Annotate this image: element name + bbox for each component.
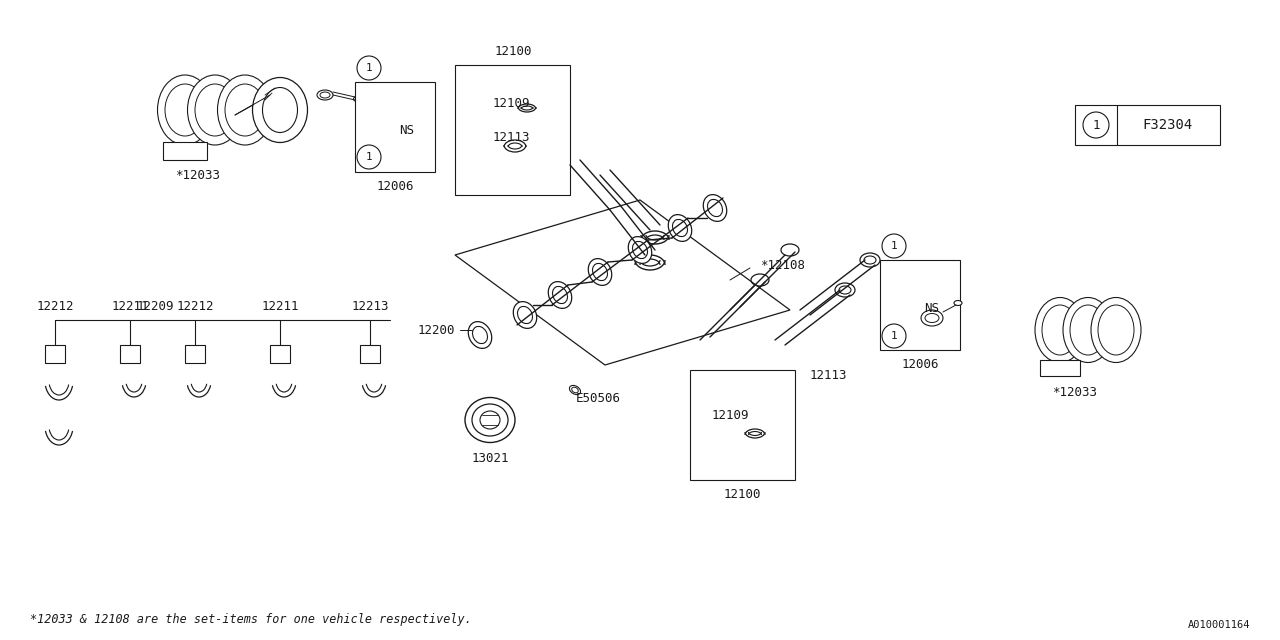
Ellipse shape: [864, 256, 876, 264]
Text: 12109: 12109: [712, 408, 749, 422]
Text: 12006: 12006: [901, 358, 938, 371]
Circle shape: [882, 234, 906, 258]
Ellipse shape: [570, 385, 581, 395]
Bar: [120, 345, 140, 363]
Ellipse shape: [589, 259, 612, 285]
Bar: [270, 345, 291, 363]
Text: 1: 1: [1092, 118, 1100, 131]
Text: 1: 1: [366, 63, 372, 73]
Bar: [186, 345, 205, 363]
Ellipse shape: [954, 301, 963, 305]
Ellipse shape: [157, 75, 212, 145]
Text: *12033: *12033: [175, 168, 220, 182]
Ellipse shape: [468, 322, 492, 348]
Text: 12100: 12100: [723, 488, 760, 500]
Bar: [881, 260, 960, 350]
Ellipse shape: [320, 92, 330, 98]
Text: 12211: 12211: [111, 300, 148, 312]
Ellipse shape: [472, 404, 508, 436]
Ellipse shape: [465, 397, 515, 442]
Bar: [45, 345, 65, 363]
Text: 12113: 12113: [810, 369, 847, 381]
Bar: [360, 345, 380, 363]
Bar: [1039, 360, 1080, 376]
Ellipse shape: [708, 200, 722, 216]
Text: 12109: 12109: [493, 97, 530, 109]
Ellipse shape: [1042, 305, 1078, 355]
Ellipse shape: [225, 84, 265, 136]
Ellipse shape: [317, 90, 333, 100]
Text: 1: 1: [891, 241, 897, 251]
Ellipse shape: [632, 241, 648, 259]
Bar: [1075, 105, 1220, 145]
Ellipse shape: [517, 307, 532, 324]
Text: A010001164: A010001164: [1188, 620, 1251, 630]
Text: *12033 & 12108 are the set-items for one vehicle respectively.: *12033 & 12108 are the set-items for one…: [29, 614, 472, 627]
Text: 12006: 12006: [376, 179, 413, 193]
Ellipse shape: [553, 287, 567, 303]
Ellipse shape: [835, 283, 855, 297]
Ellipse shape: [480, 411, 500, 429]
Text: 12211: 12211: [261, 300, 298, 312]
Ellipse shape: [218, 75, 273, 145]
Ellipse shape: [1070, 305, 1106, 355]
Bar: [355, 82, 435, 172]
Ellipse shape: [165, 84, 205, 136]
Text: 12200: 12200: [417, 323, 454, 337]
Ellipse shape: [922, 310, 943, 326]
Text: 1: 1: [891, 331, 897, 341]
Text: 12213: 12213: [351, 300, 389, 312]
Text: 13021: 13021: [471, 451, 508, 465]
Text: NS: NS: [924, 301, 940, 314]
Ellipse shape: [472, 326, 488, 344]
Text: 12212: 12212: [177, 300, 214, 312]
Bar: [454, 65, 570, 195]
Ellipse shape: [513, 301, 536, 328]
Ellipse shape: [1091, 298, 1140, 362]
Ellipse shape: [1098, 305, 1134, 355]
Text: NS: NS: [399, 124, 415, 136]
Ellipse shape: [672, 220, 687, 237]
Text: *12033: *12033: [1052, 385, 1097, 399]
Circle shape: [882, 324, 906, 348]
Ellipse shape: [252, 77, 307, 143]
Text: 1: 1: [366, 152, 372, 162]
Bar: [163, 142, 207, 160]
Ellipse shape: [548, 282, 572, 308]
Circle shape: [357, 145, 381, 169]
Ellipse shape: [925, 314, 940, 323]
Ellipse shape: [572, 387, 579, 393]
Text: 12209: 12209: [136, 300, 174, 312]
Ellipse shape: [1036, 298, 1085, 362]
Ellipse shape: [838, 286, 851, 294]
Text: E50506: E50506: [576, 392, 621, 404]
Ellipse shape: [668, 214, 691, 241]
Ellipse shape: [860, 253, 881, 267]
Circle shape: [357, 56, 381, 80]
Text: 12212: 12212: [36, 300, 74, 312]
Text: 12113: 12113: [493, 131, 530, 143]
Ellipse shape: [1062, 298, 1114, 362]
Ellipse shape: [195, 84, 236, 136]
Ellipse shape: [187, 75, 242, 145]
Ellipse shape: [353, 97, 361, 102]
Text: 12100: 12100: [494, 45, 531, 58]
Circle shape: [1083, 112, 1108, 138]
Ellipse shape: [262, 88, 297, 132]
Text: F32304: F32304: [1143, 118, 1193, 132]
Ellipse shape: [593, 264, 608, 280]
Text: *12108: *12108: [760, 259, 805, 271]
Ellipse shape: [703, 195, 727, 221]
Ellipse shape: [628, 237, 652, 264]
Bar: [690, 370, 795, 480]
